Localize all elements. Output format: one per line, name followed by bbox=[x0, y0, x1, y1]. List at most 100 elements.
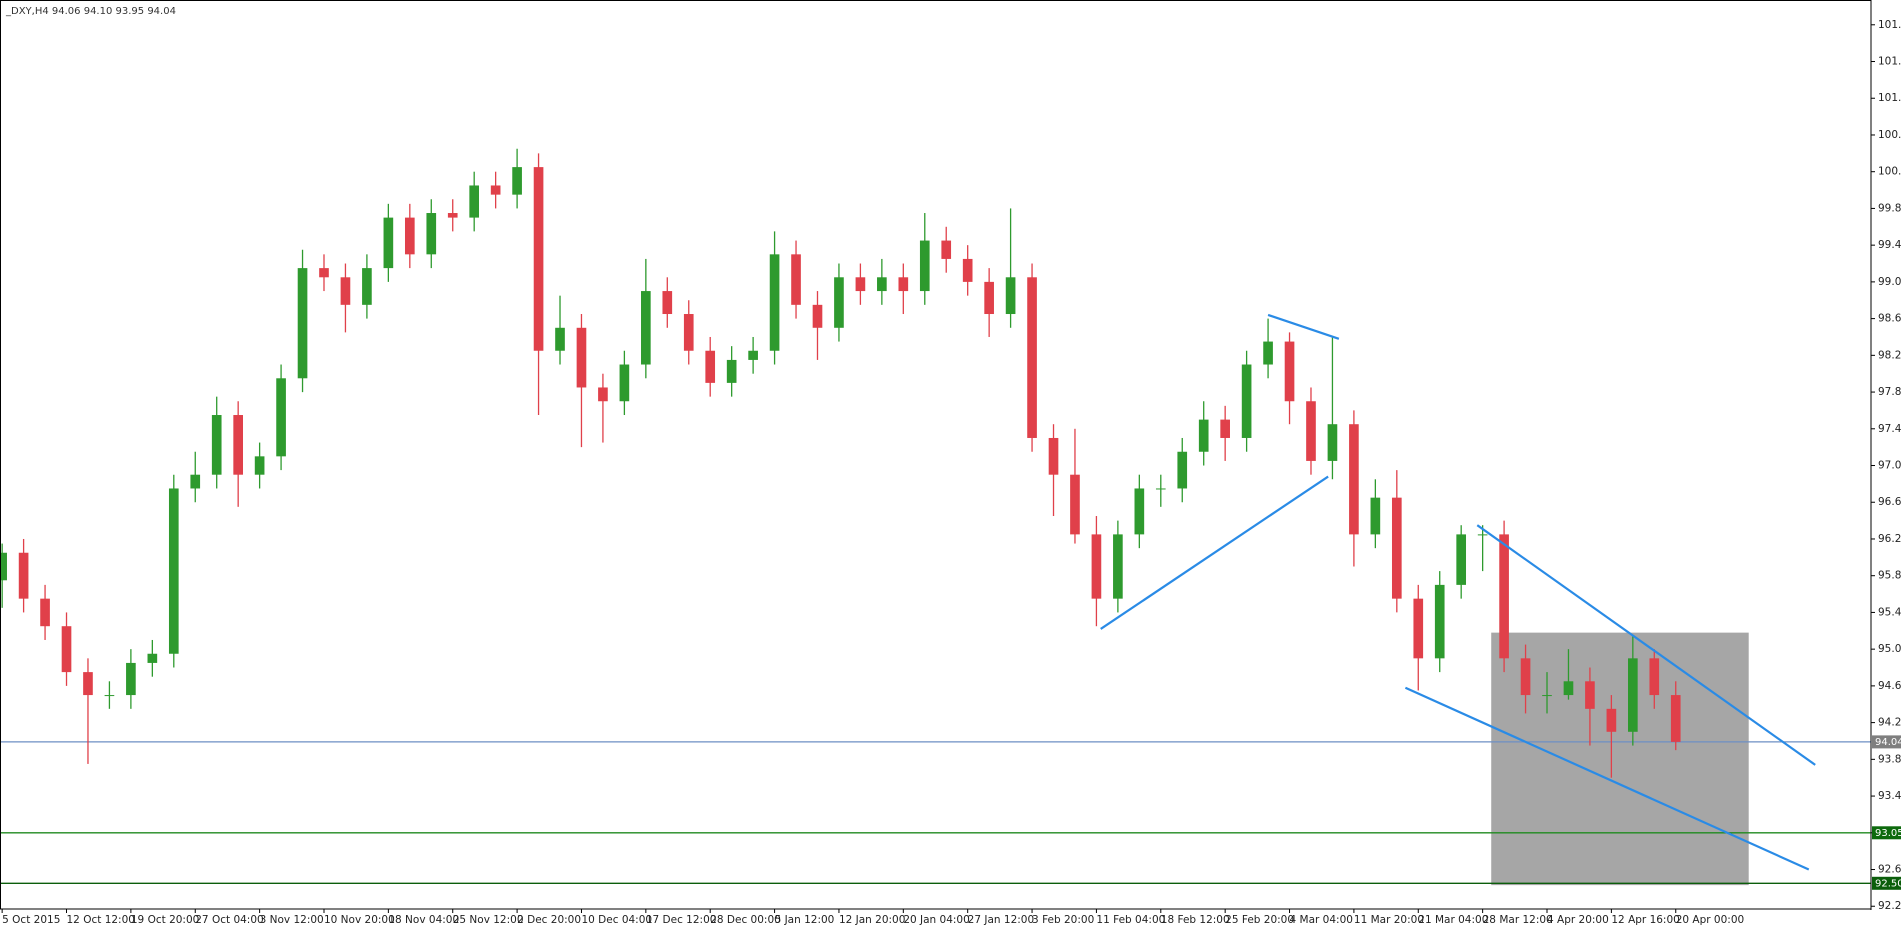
y-tick-label: 96.25 bbox=[1878, 533, 1901, 545]
candle-body bbox=[18, 552, 29, 599]
y-tick-label: 100.65 bbox=[1878, 129, 1901, 141]
trendline bbox=[1404, 686, 1810, 871]
candle-body bbox=[1048, 437, 1059, 475]
y-tick-label: 92.25 bbox=[1878, 900, 1901, 912]
candle-body bbox=[769, 254, 780, 351]
x-tick-label: 20 Jan 04:00 bbox=[903, 914, 969, 926]
trendline bbox=[1476, 524, 1816, 766]
candle-body bbox=[1113, 534, 1123, 599]
y-tick-label: 95.45 bbox=[1878, 606, 1901, 618]
x-tick-label: 12 Oct 12:00 bbox=[67, 914, 135, 926]
candle-body bbox=[1520, 658, 1531, 696]
y-tick-label: 95.85 bbox=[1878, 570, 1901, 582]
candle-body bbox=[533, 167, 544, 351]
y-tick-label: 96.65 bbox=[1878, 496, 1901, 508]
y-tick-label: 97.05 bbox=[1878, 460, 1901, 472]
candle-body bbox=[855, 277, 866, 292]
candle-body bbox=[834, 277, 844, 328]
candle-body bbox=[1413, 598, 1424, 659]
x-tick-label: 27 Jan 12:00 bbox=[968, 914, 1034, 926]
candle-body bbox=[1198, 419, 1209, 452]
x-tick-label: 20 Apr 00:00 bbox=[1676, 914, 1744, 926]
candle-body bbox=[1349, 424, 1359, 535]
trendline bbox=[1267, 313, 1340, 340]
candle-body bbox=[683, 314, 694, 351]
candle-body bbox=[383, 217, 394, 269]
candle-body bbox=[1155, 488, 1166, 490]
y-tick-label: 93.45 bbox=[1878, 790, 1901, 802]
candle-body bbox=[812, 304, 823, 328]
candle-body bbox=[1220, 419, 1230, 438]
price-level-label: 93.05 bbox=[1875, 828, 1901, 839]
candle-body bbox=[254, 456, 265, 475]
chart-title: _DXY,H4 94.06 94.10 93.95 94.04 bbox=[5, 6, 176, 17]
rectangle-layer bbox=[1491, 632, 1749, 886]
candle-body bbox=[1284, 341, 1295, 402]
x-tick-label: 5 Jan 12:00 bbox=[775, 914, 835, 926]
candle-body bbox=[404, 217, 415, 255]
candle-body bbox=[726, 359, 737, 383]
candle-body bbox=[276, 378, 286, 457]
candle-body bbox=[512, 167, 522, 195]
y-tick-label: 99.85 bbox=[1878, 202, 1901, 214]
x-tick-label: 18 Feb 12:00 bbox=[1161, 914, 1230, 926]
x-tick-label: 25 Feb 20:00 bbox=[1225, 914, 1294, 926]
y-tick-label: 99.45 bbox=[1878, 239, 1901, 251]
candle-body bbox=[1563, 681, 1574, 696]
price-level-box bbox=[1872, 735, 1901, 749]
y-tick-label: 98.25 bbox=[1878, 349, 1901, 361]
y-tick-label: 92.65 bbox=[1878, 864, 1901, 876]
candle-body bbox=[40, 598, 50, 627]
x-tick-label: 10 Dec 04:00 bbox=[581, 914, 652, 926]
x-tick-label: 28 Dec 00:00 bbox=[710, 914, 781, 926]
x-tick-label: 12 Jan 20:00 bbox=[839, 914, 905, 926]
candle-body bbox=[898, 277, 909, 292]
candle-body bbox=[168, 488, 179, 654]
candle-body bbox=[1628, 658, 1638, 732]
candle-body bbox=[1134, 488, 1145, 535]
candle-body bbox=[791, 254, 801, 305]
trendline-layer bbox=[1100, 313, 1816, 871]
candle-body bbox=[83, 672, 93, 696]
candle-body bbox=[877, 277, 887, 292]
x-tick-label: 17 Dec 12:00 bbox=[646, 914, 717, 926]
x-tick-label: 10 Nov 20:00 bbox=[324, 914, 395, 926]
trendline bbox=[1100, 475, 1329, 630]
y-tick-label: 100.25 bbox=[1878, 166, 1901, 178]
candle-body bbox=[1499, 534, 1509, 659]
candle-body bbox=[1005, 277, 1016, 315]
y-tick-label: 95.05 bbox=[1878, 643, 1901, 655]
candle-body bbox=[748, 350, 758, 360]
level-layer bbox=[0, 741, 1871, 884]
y-tick-label: 101.05 bbox=[1878, 92, 1901, 104]
candle-body bbox=[705, 350, 716, 383]
candle-body bbox=[1027, 277, 1037, 438]
candle-layer bbox=[0, 148, 1681, 778]
candle-body bbox=[1391, 497, 1402, 599]
candle-body bbox=[1370, 497, 1381, 535]
x-tick-label: 27 Oct 04:00 bbox=[195, 914, 263, 926]
x-tick-label: 21 Mar 04:00 bbox=[1418, 914, 1488, 926]
y-tick-label: 98.65 bbox=[1878, 313, 1901, 325]
y-tick-label: 94.65 bbox=[1878, 680, 1901, 692]
candle-body bbox=[490, 185, 501, 195]
price-level-label: 92.50 bbox=[1875, 878, 1901, 889]
price-level-label: 94.04 bbox=[1875, 737, 1901, 748]
candle-body bbox=[1542, 695, 1552, 697]
candle-body bbox=[919, 240, 930, 292]
candle-body bbox=[190, 474, 201, 489]
candle-body bbox=[147, 653, 158, 663]
y-tick-label: 101.45 bbox=[1878, 56, 1901, 68]
x-tick-label: 18 Nov 04:00 bbox=[388, 914, 459, 926]
x-tick-label: 5 Oct 2015 bbox=[2, 914, 60, 926]
candle-body bbox=[1456, 534, 1467, 585]
rectangle-object bbox=[1491, 632, 1749, 886]
candle-body bbox=[1434, 584, 1445, 659]
candle-body bbox=[426, 213, 437, 255]
price-level-box bbox=[1872, 826, 1901, 840]
candle-body bbox=[340, 277, 351, 305]
x-tick-label: 4 Apr 20:00 bbox=[1547, 914, 1609, 926]
candle-body bbox=[1306, 401, 1316, 461]
candle-body bbox=[61, 626, 72, 673]
